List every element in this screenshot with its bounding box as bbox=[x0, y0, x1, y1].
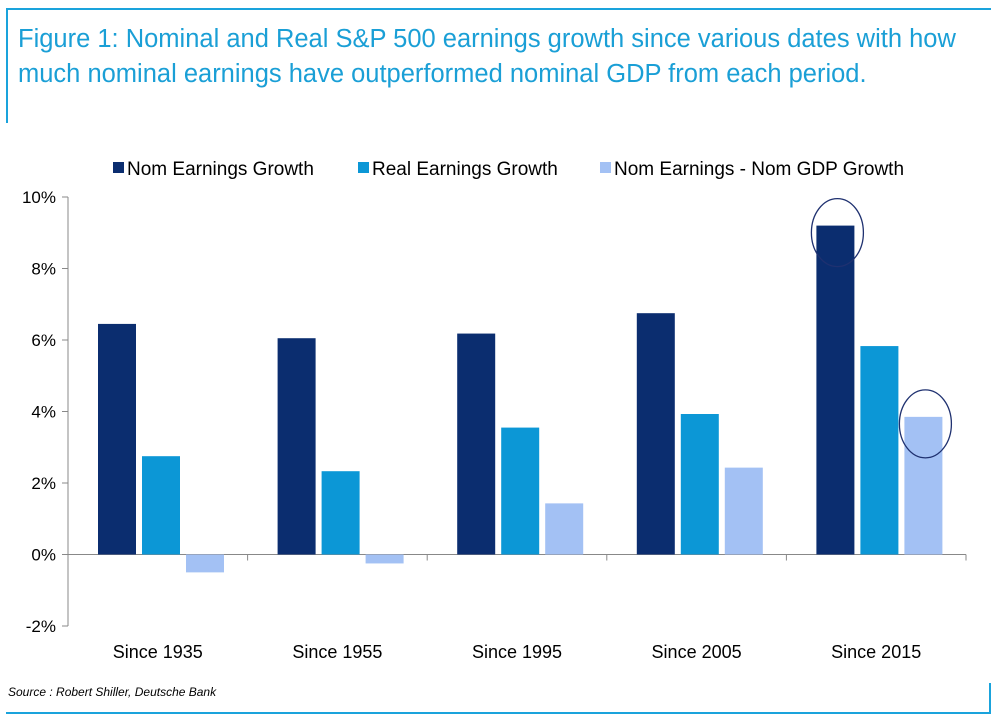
source-note: Source : Robert Shiller, Deutsche Bank bbox=[8, 685, 217, 699]
legend-label: Nom Earnings - Nom GDP Growth bbox=[614, 159, 904, 180]
bar-real-earnings-growth-0 bbox=[142, 456, 180, 555]
bar-real-earnings-growth-4 bbox=[860, 346, 899, 555]
bar-nom-earnings-nom-gdp-growth-3 bbox=[724, 467, 763, 555]
bar-nom-earnings-growth-2 bbox=[457, 333, 496, 555]
bar-nom-earnings-growth-4 bbox=[816, 225, 855, 555]
x-tick-label: Since 1995 bbox=[472, 642, 562, 662]
bar-nom-earnings-nom-gdp-growth-1 bbox=[365, 554, 404, 564]
y-tick-label: 4% bbox=[31, 403, 56, 422]
y-axis: -2% 0% 2% 4% 6% 8% 10% bbox=[22, 188, 69, 636]
title-frame: Figure 1: Nominal and Real S&P 500 earni… bbox=[6, 8, 991, 123]
bar-nom-earnings-growth-3 bbox=[636, 313, 675, 555]
bar-real-earnings-growth-1 bbox=[321, 471, 360, 555]
y-tick-label: 2% bbox=[31, 474, 56, 493]
legend-swatch bbox=[600, 162, 611, 173]
chart-title: Figure 1: Nominal and Real S&P 500 earni… bbox=[18, 25, 956, 88]
legend-swatch bbox=[113, 162, 124, 173]
y-tick-label: -2% bbox=[26, 617, 56, 636]
x-axis: Since 1935 Since 1955 Since 1995 Since 2005… bbox=[67, 554, 967, 662]
bar-nom-earnings-nom-gdp-growth-4 bbox=[904, 416, 943, 555]
y-tick-label: 10% bbox=[22, 188, 56, 207]
bar-nom-earnings-nom-gdp-growth-0 bbox=[186, 554, 224, 573]
y-tick-label: 6% bbox=[31, 331, 56, 350]
bars bbox=[98, 225, 943, 573]
bar-real-earnings-growth-3 bbox=[680, 414, 719, 555]
x-tick-label: Since 1935 bbox=[113, 642, 203, 662]
bottom-rule bbox=[6, 712, 991, 714]
y-tick-label: 8% bbox=[31, 260, 56, 279]
x-tick-label: Since 2015 bbox=[831, 642, 921, 662]
x-tick-label: Since 2005 bbox=[652, 642, 742, 662]
bar-real-earnings-growth-2 bbox=[501, 427, 540, 555]
x-tick-label: Since 1955 bbox=[292, 642, 382, 662]
annotation-circle bbox=[898, 389, 953, 459]
legend-swatch bbox=[358, 162, 369, 173]
legend-label: Real Earnings Growth bbox=[372, 159, 558, 180]
annotation-circle bbox=[810, 197, 865, 268]
bar-nom-earnings-growth-1 bbox=[277, 338, 316, 555]
legend: Nom Earnings Growth Real Earnings Growth N… bbox=[113, 159, 904, 180]
annotations bbox=[810, 197, 953, 459]
right-rule bbox=[989, 683, 991, 714]
y-tick-label: 0% bbox=[31, 546, 56, 565]
legend-label: Nom Earnings Growth bbox=[127, 159, 314, 180]
bar-nom-earnings-growth-0 bbox=[98, 323, 136, 555]
bar-nom-earnings-nom-gdp-growth-2 bbox=[545, 503, 584, 555]
